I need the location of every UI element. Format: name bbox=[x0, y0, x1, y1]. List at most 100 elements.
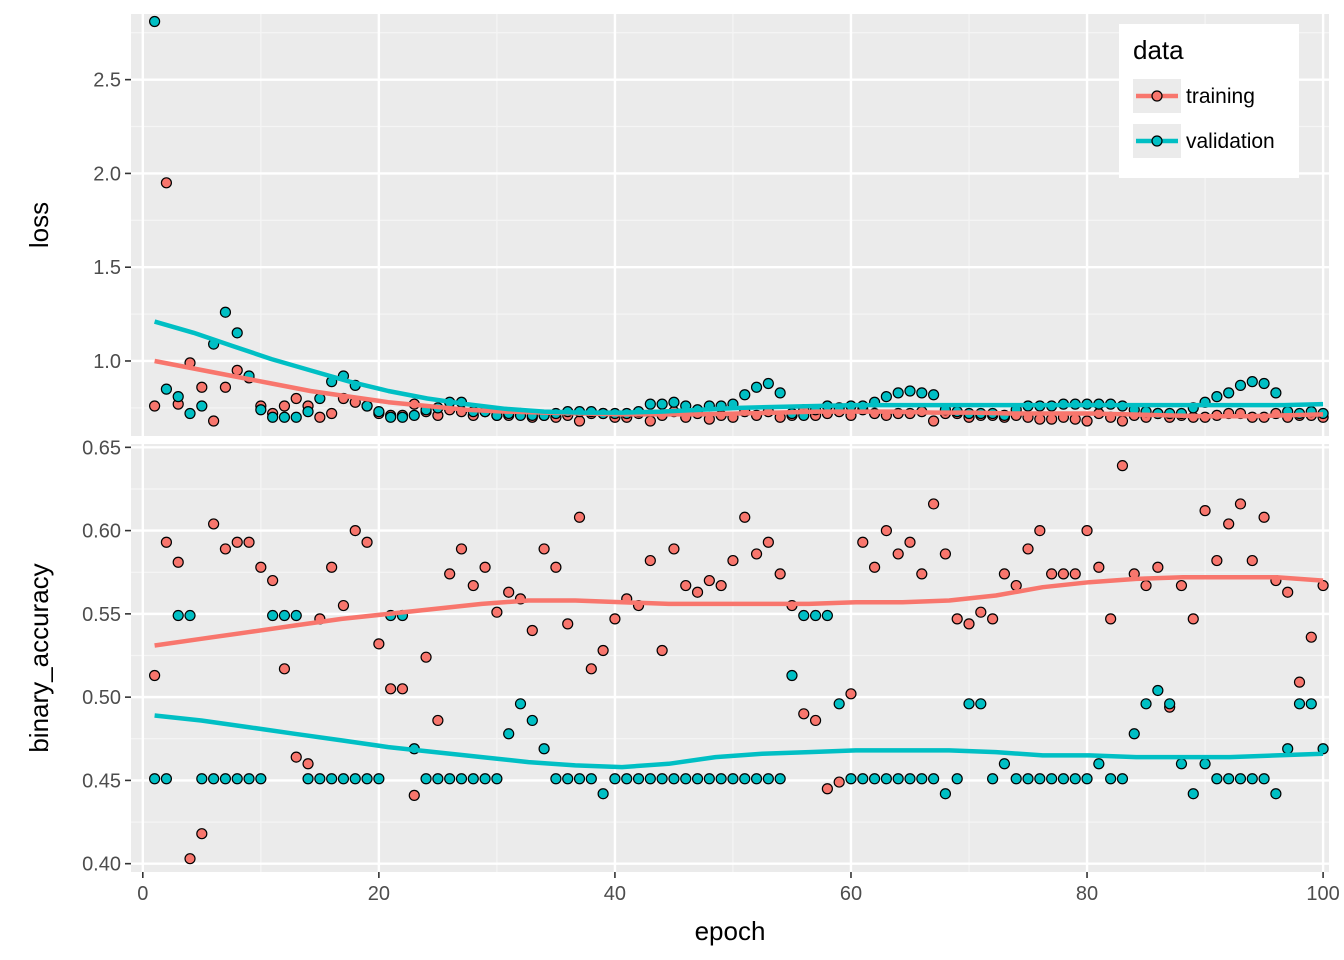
validation-accuracy-point bbox=[326, 773, 338, 785]
accuracy-points bbox=[149, 460, 1329, 865]
training-accuracy-point bbox=[326, 561, 338, 573]
validation-accuracy-point bbox=[821, 609, 833, 622]
validation-accuracy-point bbox=[172, 609, 184, 622]
training-accuracy-point bbox=[479, 561, 491, 573]
x-tick-label: 0 bbox=[137, 883, 148, 905]
training-accuracy-point bbox=[1282, 586, 1294, 598]
validation-accuracy-point bbox=[1199, 758, 1211, 770]
validation-accuracy-point bbox=[562, 773, 574, 785]
training-loss-point bbox=[644, 415, 656, 427]
accuracy-major-grid bbox=[131, 444, 1329, 872]
legend-key-training-point bbox=[1151, 90, 1163, 102]
validation-accuracy-point bbox=[1305, 698, 1317, 710]
training-accuracy-point bbox=[349, 524, 361, 537]
training-accuracy-point bbox=[243, 536, 255, 548]
accuracy-y-axis: 0.40 0.45 0.50 0.55 0.60 0.65 bbox=[82, 437, 131, 876]
validation-loss-point bbox=[916, 387, 928, 399]
validation-loss-point bbox=[1246, 376, 1258, 388]
training-loss-point bbox=[231, 364, 243, 376]
validation-loss-point bbox=[1234, 379, 1247, 391]
validation-accuracy-point bbox=[1246, 773, 1258, 785]
training-accuracy-point bbox=[361, 536, 373, 548]
validation-accuracy-trend-line bbox=[154, 713, 1324, 770]
accuracy-y-tick-label: 0.45 bbox=[82, 770, 121, 792]
validation-accuracy-point bbox=[302, 773, 314, 785]
training-accuracy-point bbox=[1093, 561, 1105, 573]
validation-accuracy-point bbox=[1022, 773, 1034, 785]
training-accuracy-point bbox=[680, 579, 692, 592]
validation-accuracy-point bbox=[278, 609, 291, 622]
validation-accuracy-point bbox=[703, 773, 715, 785]
training-accuracy-point bbox=[987, 613, 999, 625]
validation-accuracy-point bbox=[904, 773, 916, 785]
training-accuracy-point bbox=[550, 561, 562, 573]
training-accuracy-point bbox=[656, 644, 668, 657]
validation-loss-point bbox=[1223, 387, 1235, 399]
training-accuracy-point bbox=[278, 663, 291, 675]
validation-accuracy-point bbox=[314, 773, 326, 785]
legend: data training validation bbox=[1119, 24, 1299, 178]
training-accuracy-point bbox=[916, 568, 928, 580]
accuracy-y-tick-label: 0.60 bbox=[82, 521, 121, 543]
x-tick-label: 20 bbox=[368, 883, 390, 905]
training-accuracy-point bbox=[715, 579, 727, 592]
validation-accuracy-point bbox=[349, 773, 361, 785]
training-loss-point bbox=[196, 381, 208, 393]
legend-label-training: training bbox=[1186, 85, 1255, 108]
training-accuracy-point bbox=[337, 599, 350, 612]
validation-accuracy-point bbox=[656, 773, 668, 785]
training-accuracy-point bbox=[963, 618, 975, 630]
validation-accuracy-point bbox=[845, 773, 857, 785]
training-accuracy-point bbox=[160, 536, 173, 548]
validation-accuracy-point bbox=[951, 773, 963, 785]
training-loss-point bbox=[208, 415, 220, 427]
training-accuracy-point bbox=[609, 613, 621, 625]
validation-accuracy-point bbox=[479, 773, 491, 785]
training-accuracy-point bbox=[1223, 518, 1235, 530]
x-tick-label: 80 bbox=[1076, 883, 1098, 905]
accuracy-y-axis-title: binary_accuracy bbox=[24, 563, 54, 752]
validation-accuracy-point bbox=[750, 773, 763, 785]
legend-label-validation: validation bbox=[1186, 130, 1275, 153]
validation-accuracy-point bbox=[196, 773, 208, 785]
validation-accuracy-point bbox=[219, 773, 232, 785]
training-accuracy-point bbox=[998, 568, 1011, 580]
validation-accuracy-point bbox=[373, 773, 385, 785]
training-accuracy-point bbox=[798, 708, 810, 720]
training-loss-point bbox=[149, 400, 161, 412]
validation-accuracy-point bbox=[444, 773, 456, 785]
validation-accuracy-point bbox=[739, 773, 751, 785]
validation-loss-point bbox=[928, 389, 940, 401]
training-accuracy-point bbox=[1105, 613, 1117, 625]
x-tick-label: 100 bbox=[1306, 883, 1339, 905]
validation-accuracy-point bbox=[1282, 743, 1294, 755]
training-loss-point bbox=[1116, 415, 1129, 427]
validation-loss-point bbox=[892, 387, 904, 399]
validation-accuracy-point bbox=[538, 743, 550, 755]
training-accuracy-point bbox=[1140, 579, 1152, 592]
training-accuracy-point bbox=[1199, 505, 1211, 517]
validation-accuracy-point bbox=[361, 773, 373, 785]
validation-loss-point bbox=[762, 377, 774, 390]
validation-loss-point bbox=[396, 411, 409, 423]
validation-loss-point bbox=[904, 385, 916, 397]
training-accuracy-point bbox=[1258, 511, 1270, 523]
training-accuracy-point bbox=[774, 568, 786, 580]
training-accuracy-point bbox=[1234, 498, 1247, 510]
training-accuracy-point bbox=[939, 548, 952, 560]
loss-y-tick-label: 1.5 bbox=[93, 257, 121, 279]
validation-accuracy-point bbox=[1270, 788, 1282, 800]
training-accuracy-point bbox=[668, 543, 680, 555]
validation-accuracy-point bbox=[987, 773, 999, 785]
validation-accuracy-point bbox=[621, 773, 633, 785]
validation-loss-point bbox=[290, 411, 302, 423]
accuracy-y-tick-label: 0.40 bbox=[82, 854, 121, 876]
validation-loss-point bbox=[267, 411, 279, 423]
training-accuracy-point bbox=[1246, 554, 1258, 567]
training-accuracy-point bbox=[1175, 579, 1188, 592]
training-accuracy-point bbox=[880, 524, 892, 537]
training-accuracy-point bbox=[809, 714, 822, 727]
x-tick-label: 40 bbox=[604, 883, 626, 905]
training-accuracy-point bbox=[396, 683, 409, 695]
validation-accuracy-point bbox=[1164, 698, 1176, 710]
